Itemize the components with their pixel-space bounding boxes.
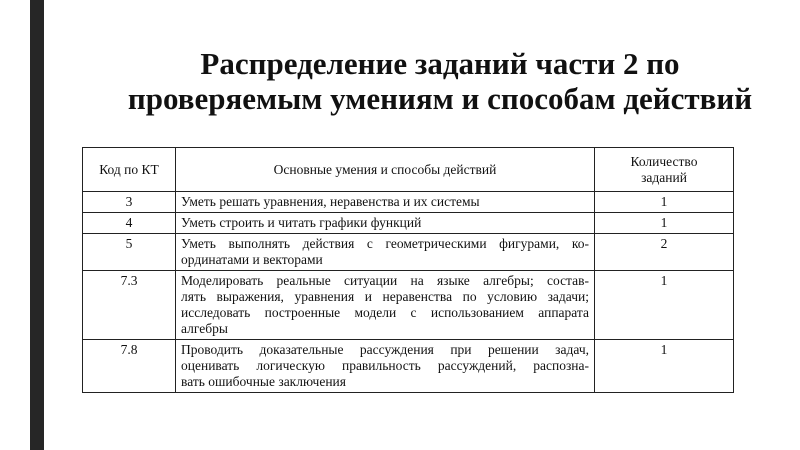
- header-count-line: Количество: [630, 153, 698, 169]
- skill-text-line: оценивать логическую правильность рассуж…: [181, 358, 589, 373]
- skills-table: Код по КТ Основные умения и способы дейс…: [82, 147, 734, 393]
- table-row: 7.8 Проводить доказательные рассуждения п…: [82, 339, 734, 393]
- table-row: 4 Уметь строить и читать графики функций 1: [82, 212, 734, 234]
- code-cell: 4: [82, 212, 176, 234]
- table-header-row: Код по КТ Основные умения и способы дейс…: [82, 147, 734, 192]
- skill-cell: Уметь решать уравнения, неравенства и их…: [175, 191, 595, 213]
- skill-text-line: Уметь строить и читать графики функций: [181, 215, 422, 230]
- skill-text-line: вать ошибочные заключения: [181, 374, 346, 389]
- code-cell: 7.3: [82, 270, 176, 340]
- title-line-1: Распределение заданий части 2 по: [200, 46, 680, 81]
- count-cell: 1: [594, 270, 734, 340]
- skill-cell: Уметь строить и читать графики функций: [175, 212, 595, 234]
- skill-cell: Уметь выполнять действия с геометрически…: [175, 233, 595, 271]
- count-cell: 1: [594, 191, 734, 213]
- skill-text-line: Моделировать реальные ситуации на языке …: [181, 273, 589, 288]
- table-row: 5 Уметь выполнять действия с геометрическ…: [82, 233, 734, 271]
- skill-text-line: лять выражения, уравнения и неравенства …: [181, 289, 589, 304]
- skill-cell: Проводить доказательные рассуждения при …: [175, 339, 595, 393]
- skill-text-line: ординатами и векторами: [181, 252, 323, 267]
- count-cell: 2: [594, 233, 734, 271]
- skill-text-line: Уметь выполнять действия с геометрически…: [181, 236, 589, 251]
- skill-text-line: Уметь решать уравнения, неравенства и их…: [181, 194, 480, 209]
- header-skills: Основные умения и способы действий: [175, 147, 595, 192]
- skill-text-line: алгебры: [181, 321, 228, 336]
- code-cell: 7.8: [82, 339, 176, 393]
- table-row: 7.3 Моделировать реальные ситуации на язы…: [82, 270, 734, 340]
- code-cell: 3: [82, 191, 176, 213]
- title-line-2: проверяемым умениям и способам действий: [127, 81, 753, 116]
- skill-text-line: исследовать построенные модели с использ…: [181, 305, 589, 320]
- slide-title: Распределение заданий части 2 по проверя…: [90, 46, 790, 116]
- skill-text-line: Проводить доказательные рассуждения при …: [181, 342, 589, 357]
- skill-cell: Моделировать реальные ситуации на языке …: [175, 270, 595, 340]
- header-code: Код по КТ: [82, 147, 176, 192]
- header-count-line: заданий: [641, 169, 687, 185]
- slide-accent-bar: [30, 0, 44, 450]
- count-cell: 1: [594, 339, 734, 393]
- table-row: 3 Уметь решать уравнения, неравенства и и…: [82, 191, 734, 213]
- header-count: Количество заданий: [594, 147, 734, 192]
- count-cell: 1: [594, 212, 734, 234]
- code-cell: 5: [82, 233, 176, 271]
